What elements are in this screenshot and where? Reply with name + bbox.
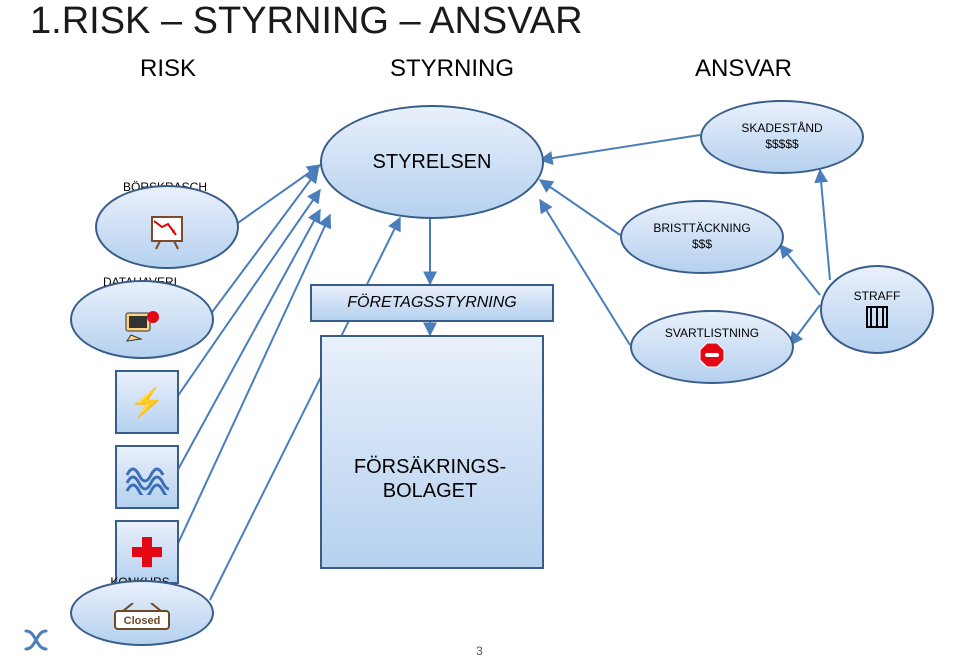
lightning-glyph: ⚡ <box>130 386 165 419</box>
chart-down-icon <box>146 215 188 251</box>
wave-icon <box>115 445 179 509</box>
lightning-icon: ⚡ <box>115 370 179 434</box>
node-skadestand-line2: $$$$$ <box>765 137 798 153</box>
node-svartlistning: SVARTLISTNING <box>630 310 794 384</box>
closed-sign-icon: Closed <box>113 603 171 633</box>
node-straff-line1: STRAFF <box>854 289 901 305</box>
forsakringsbolaget-line1: FÖRSÄKRINGS- <box>270 455 590 479</box>
node-foretagsstyrning-label: FÖRETAGSSTYRNING <box>347 294 517 312</box>
node-bristtackning: BRISTTÄCKNING $$$ <box>620 200 784 274</box>
column-styrning: STYRNING <box>390 55 514 83</box>
forsakringsbolaget-label: FÖRSÄKRINGS- BOLAGET <box>270 455 590 503</box>
node-foretagsstyrning: FÖRETAGSSTYRNING <box>310 284 554 322</box>
column-risk: RISK <box>140 55 196 83</box>
column-ansvar: ANSVAR <box>695 55 792 83</box>
page-number: 3 <box>0 644 959 658</box>
big-rect <box>320 335 544 569</box>
node-styrelsen: STYRELSEN <box>320 105 544 219</box>
closed-text: Closed <box>124 615 161 627</box>
logo-icon <box>22 629 50 656</box>
page-title: 1.RISK – STYRNING – ANSVAR <box>30 0 583 43</box>
jail-icon <box>864 304 890 330</box>
broken-computer-icon <box>121 309 163 343</box>
node-skadestand: SKADESTÅND $$$$$ <box>700 100 864 174</box>
node-konkurs: Closed <box>70 580 214 646</box>
node-straff: STRAFF <box>820 265 934 354</box>
node-svartlistning-line1: SVARTLISTNING <box>665 326 759 342</box>
forsakringsbolaget-line2: BOLAGET <box>270 479 590 503</box>
node-datahaveri <box>70 280 214 359</box>
node-styrelsen-label: STYRELSEN <box>373 149 492 175</box>
node-bristtackning-line2: $$$ <box>692 237 712 253</box>
stop-icon <box>699 342 725 368</box>
node-borskrasch <box>95 185 239 269</box>
node-bristtackning-line1: BRISTTÄCKNING <box>653 221 750 237</box>
node-skadestand-line1: SKADESTÅND <box>741 121 822 137</box>
